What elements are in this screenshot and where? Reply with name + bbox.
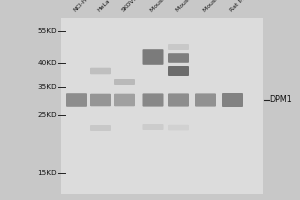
Text: 55KD: 55KD bbox=[38, 28, 57, 34]
Text: Mouse liver: Mouse liver bbox=[175, 0, 204, 13]
Text: 35KD: 35KD bbox=[38, 84, 57, 90]
FancyBboxPatch shape bbox=[142, 124, 164, 130]
FancyBboxPatch shape bbox=[168, 66, 189, 76]
FancyBboxPatch shape bbox=[90, 94, 111, 106]
FancyBboxPatch shape bbox=[114, 79, 135, 85]
Text: 40KD: 40KD bbox=[38, 60, 57, 66]
Text: 15KD: 15KD bbox=[38, 170, 57, 176]
FancyBboxPatch shape bbox=[195, 93, 216, 107]
FancyBboxPatch shape bbox=[222, 93, 243, 107]
Text: DPM1: DPM1 bbox=[269, 96, 292, 104]
FancyBboxPatch shape bbox=[168, 93, 189, 107]
FancyBboxPatch shape bbox=[114, 94, 135, 106]
Text: Mouse pancreas: Mouse pancreas bbox=[149, 0, 188, 13]
Text: SKOV3: SKOV3 bbox=[121, 0, 139, 13]
Text: HeLa: HeLa bbox=[97, 0, 112, 13]
Bar bbox=[61, 18, 262, 194]
FancyBboxPatch shape bbox=[90, 68, 111, 74]
Text: Rat liver: Rat liver bbox=[229, 0, 251, 13]
FancyBboxPatch shape bbox=[90, 125, 111, 131]
FancyBboxPatch shape bbox=[168, 53, 189, 63]
Text: 25KD: 25KD bbox=[38, 112, 57, 118]
Text: NCI-H460: NCI-H460 bbox=[73, 0, 97, 13]
FancyBboxPatch shape bbox=[142, 49, 164, 65]
FancyBboxPatch shape bbox=[168, 125, 189, 130]
FancyBboxPatch shape bbox=[168, 44, 189, 50]
FancyBboxPatch shape bbox=[142, 93, 164, 107]
Text: Mouse kidney: Mouse kidney bbox=[202, 0, 236, 13]
FancyBboxPatch shape bbox=[66, 93, 87, 107]
